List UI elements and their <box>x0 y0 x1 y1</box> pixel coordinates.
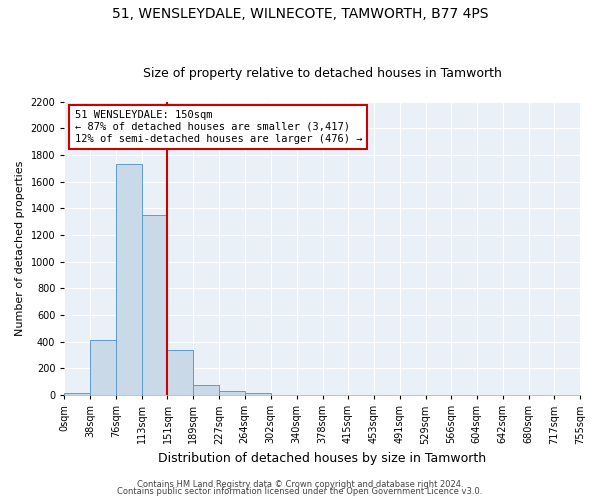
Bar <box>167 350 193 395</box>
Bar <box>193 385 220 395</box>
Text: 51 WENSLEYDALE: 150sqm
← 87% of detached houses are smaller (3,417)
12% of semi-: 51 WENSLEYDALE: 150sqm ← 87% of detached… <box>74 110 362 144</box>
Text: Contains public sector information licensed under the Open Government Licence v3: Contains public sector information licen… <box>118 487 482 496</box>
Bar <box>90 340 116 395</box>
Bar <box>64 393 90 395</box>
Text: 51, WENSLEYDALE, WILNECOTE, TAMWORTH, B77 4PS: 51, WENSLEYDALE, WILNECOTE, TAMWORTH, B7… <box>112 8 488 22</box>
Title: Size of property relative to detached houses in Tamworth: Size of property relative to detached ho… <box>143 66 502 80</box>
Text: Contains HM Land Registry data © Crown copyright and database right 2024.: Contains HM Land Registry data © Crown c… <box>137 480 463 489</box>
Bar <box>116 164 142 395</box>
Y-axis label: Number of detached properties: Number of detached properties <box>15 160 25 336</box>
Bar <box>245 393 271 395</box>
X-axis label: Distribution of detached houses by size in Tamworth: Distribution of detached houses by size … <box>158 452 486 465</box>
Bar <box>142 215 167 395</box>
Bar <box>220 391 245 395</box>
